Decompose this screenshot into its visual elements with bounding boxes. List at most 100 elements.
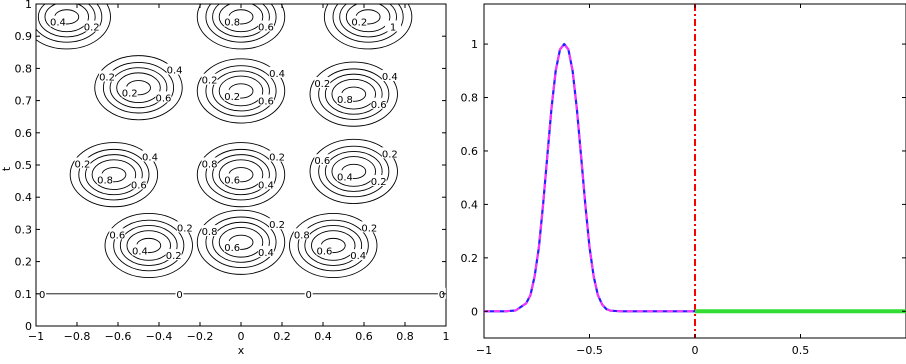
- zero-contour: 0 0 0 0: [36, 287, 446, 301]
- contour-label: 0.4: [337, 172, 353, 183]
- contour-ring: [196, 58, 286, 124]
- contour-ring: [78, 148, 150, 201]
- contour-ring: [212, 70, 270, 112]
- contour-ring: [345, 4, 391, 33]
- contour-ring: [36, 4, 111, 50]
- x-tick-label: −0.4: [146, 330, 173, 343]
- contour-ring: [196, 209, 286, 275]
- contour-ring: [218, 159, 264, 190]
- contour-label: 0.4: [167, 66, 183, 77]
- contour-ring: [331, 78, 377, 110]
- contour-label: 0.4: [258, 180, 274, 191]
- contour-lines: [36, 4, 413, 279]
- contour-label-bg: [293, 228, 310, 240]
- left-plot-frame: [35, 3, 447, 327]
- contour-ring: [332, 4, 404, 43]
- contour-ring: [102, 61, 175, 114]
- contour-label-bg: [336, 170, 353, 182]
- contour-labels: 0.2 0.4 0.6 0.8 1 0.2 0.4 0.6 0.2 0.2 0.4 0.6 0.2 0.2…: [49, 15, 402, 262]
- left-x-ticks: −1 −0.8 −0.6 −0.4 −0.2 0 0.2 0.4 0.6 0.8 1: [28, 4, 450, 343]
- contour-label: 0.2: [122, 89, 138, 100]
- x-tick-label: 0: [692, 344, 699, 357]
- x-tick-label: −1: [28, 330, 44, 343]
- contour-label: 0.2: [269, 220, 285, 231]
- contour-label-bg: [155, 91, 172, 103]
- contour-label-bg: [165, 249, 182, 261]
- x-tick-label: 1: [443, 330, 450, 343]
- contour-ring: [309, 61, 398, 127]
- contour-label: 0.4: [142, 153, 158, 164]
- contour-ring: [104, 212, 193, 279]
- contour-label-bg: [176, 221, 193, 233]
- y-tick-label: 0.7: [15, 95, 33, 108]
- contour-label: 0.4: [50, 18, 66, 29]
- contour-label-bg: [336, 92, 353, 104]
- contour-ring: [91, 159, 137, 190]
- contour-ring: [196, 4, 286, 50]
- contour-label-bg: [370, 175, 387, 187]
- contour-label: 0.4: [382, 72, 398, 83]
- contour-label-bg: [269, 66, 286, 78]
- x-tick-label: −0.8: [64, 330, 91, 343]
- contour-ring: [69, 142, 159, 208]
- contour-label-bg: [49, 15, 66, 27]
- contour-label: 0.6: [224, 175, 240, 186]
- y-tick-label: 0.6: [15, 127, 33, 140]
- contour-label: 0.4: [350, 251, 366, 262]
- contour-label-bg: [314, 76, 331, 88]
- left-y-ticks: 0 0.1 0.2 0.3 0.4 0.5 0.6 0.7 0.8 0.9 1: [15, 0, 446, 333]
- zero-label-bg: [304, 287, 313, 299]
- x-tick-label: 0.8: [396, 330, 414, 343]
- line-plot: −1 −0.5 0 0.5 0 0.2 0.4 0.6 0.8 1: [461, 3, 906, 357]
- contour-label-bg: [385, 20, 402, 32]
- contour-label: 0.2: [382, 149, 398, 160]
- left-x-axis-label: x: [238, 344, 245, 357]
- contour-ring: [218, 75, 264, 107]
- contour-label: 0.6: [258, 22, 274, 33]
- x-tick-label: 0.2: [273, 330, 291, 343]
- contour-label: 0.2: [166, 251, 182, 262]
- contour-label-bg: [257, 20, 274, 32]
- contour-ring: [119, 225, 178, 266]
- contour-label: 0.8: [202, 159, 218, 170]
- contour-ring: [44, 4, 90, 33]
- contour-ring: [309, 138, 398, 204]
- contour-ring: [205, 65, 277, 117]
- x-tick-label: 0.6: [355, 330, 373, 343]
- contour-label-bg: [316, 244, 333, 256]
- zero-label: 0: [39, 290, 45, 301]
- zero-label-bg: [38, 287, 47, 299]
- contour-ring: [205, 148, 277, 201]
- y-tick-label: 0.8: [461, 92, 479, 105]
- contour-label: 0.4: [258, 248, 274, 259]
- contour-ring: [323, 4, 413, 50]
- contour-label: 0.6: [109, 230, 125, 241]
- x-tick-label: 0.4: [314, 330, 332, 343]
- y-tick-label: 0.3: [15, 223, 33, 236]
- contour-ring: [205, 4, 277, 43]
- contour-ring: [109, 67, 168, 109]
- contour-ring: [116, 72, 161, 104]
- contour-label-bg: [381, 147, 398, 159]
- contour-label-bg: [314, 154, 331, 166]
- contour-label: 0.2: [202, 76, 218, 87]
- contour-label-bg: [74, 157, 91, 169]
- contour-label-bg: [166, 63, 183, 75]
- contour-label-bg: [97, 173, 114, 185]
- contour-ring: [85, 154, 143, 196]
- y-tick-label: 0.2: [461, 252, 479, 265]
- right-y-ticks: 0 0.2 0.4 0.6 0.8 1: [461, 38, 906, 318]
- contour-ring: [324, 150, 383, 192]
- contour-label: 0.2: [361, 223, 377, 234]
- contour-label-bg: [224, 173, 241, 185]
- contour-label-bg: [109, 228, 126, 240]
- left-y-axis-label: t: [0, 166, 13, 171]
- contour-ring: [324, 73, 383, 115]
- contour-label: 0.2: [314, 79, 330, 90]
- contour-label: 0.2: [371, 177, 387, 188]
- contour-label: 1: [390, 22, 396, 33]
- contour-label: 0.8: [202, 227, 218, 238]
- y-tick-label: 0.4: [461, 198, 479, 211]
